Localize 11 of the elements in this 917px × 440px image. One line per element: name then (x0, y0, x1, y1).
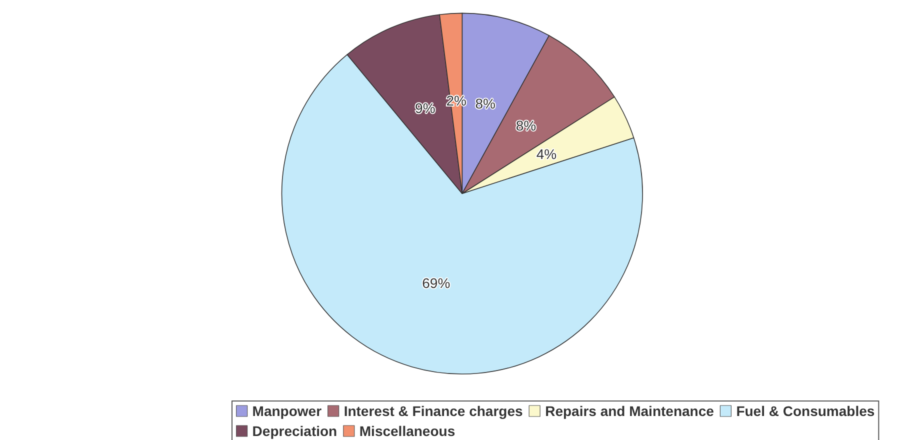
legend-label: Interest & Finance charges (344, 403, 523, 419)
legend-label: Repairs and Maintenance (545, 403, 714, 419)
data-label: 8% (475, 95, 496, 112)
data-label: 9% (415, 100, 436, 116)
data-label: 69% (422, 275, 450, 292)
legend-label: Depreciation (252, 423, 338, 439)
legend-label: Fuel & Consumables (736, 403, 875, 419)
data-label: 4% (536, 146, 557, 162)
data-label: 8% (516, 118, 536, 134)
legend-label: Miscellaneous (359, 423, 456, 439)
legend-label: Manpower (252, 403, 322, 419)
